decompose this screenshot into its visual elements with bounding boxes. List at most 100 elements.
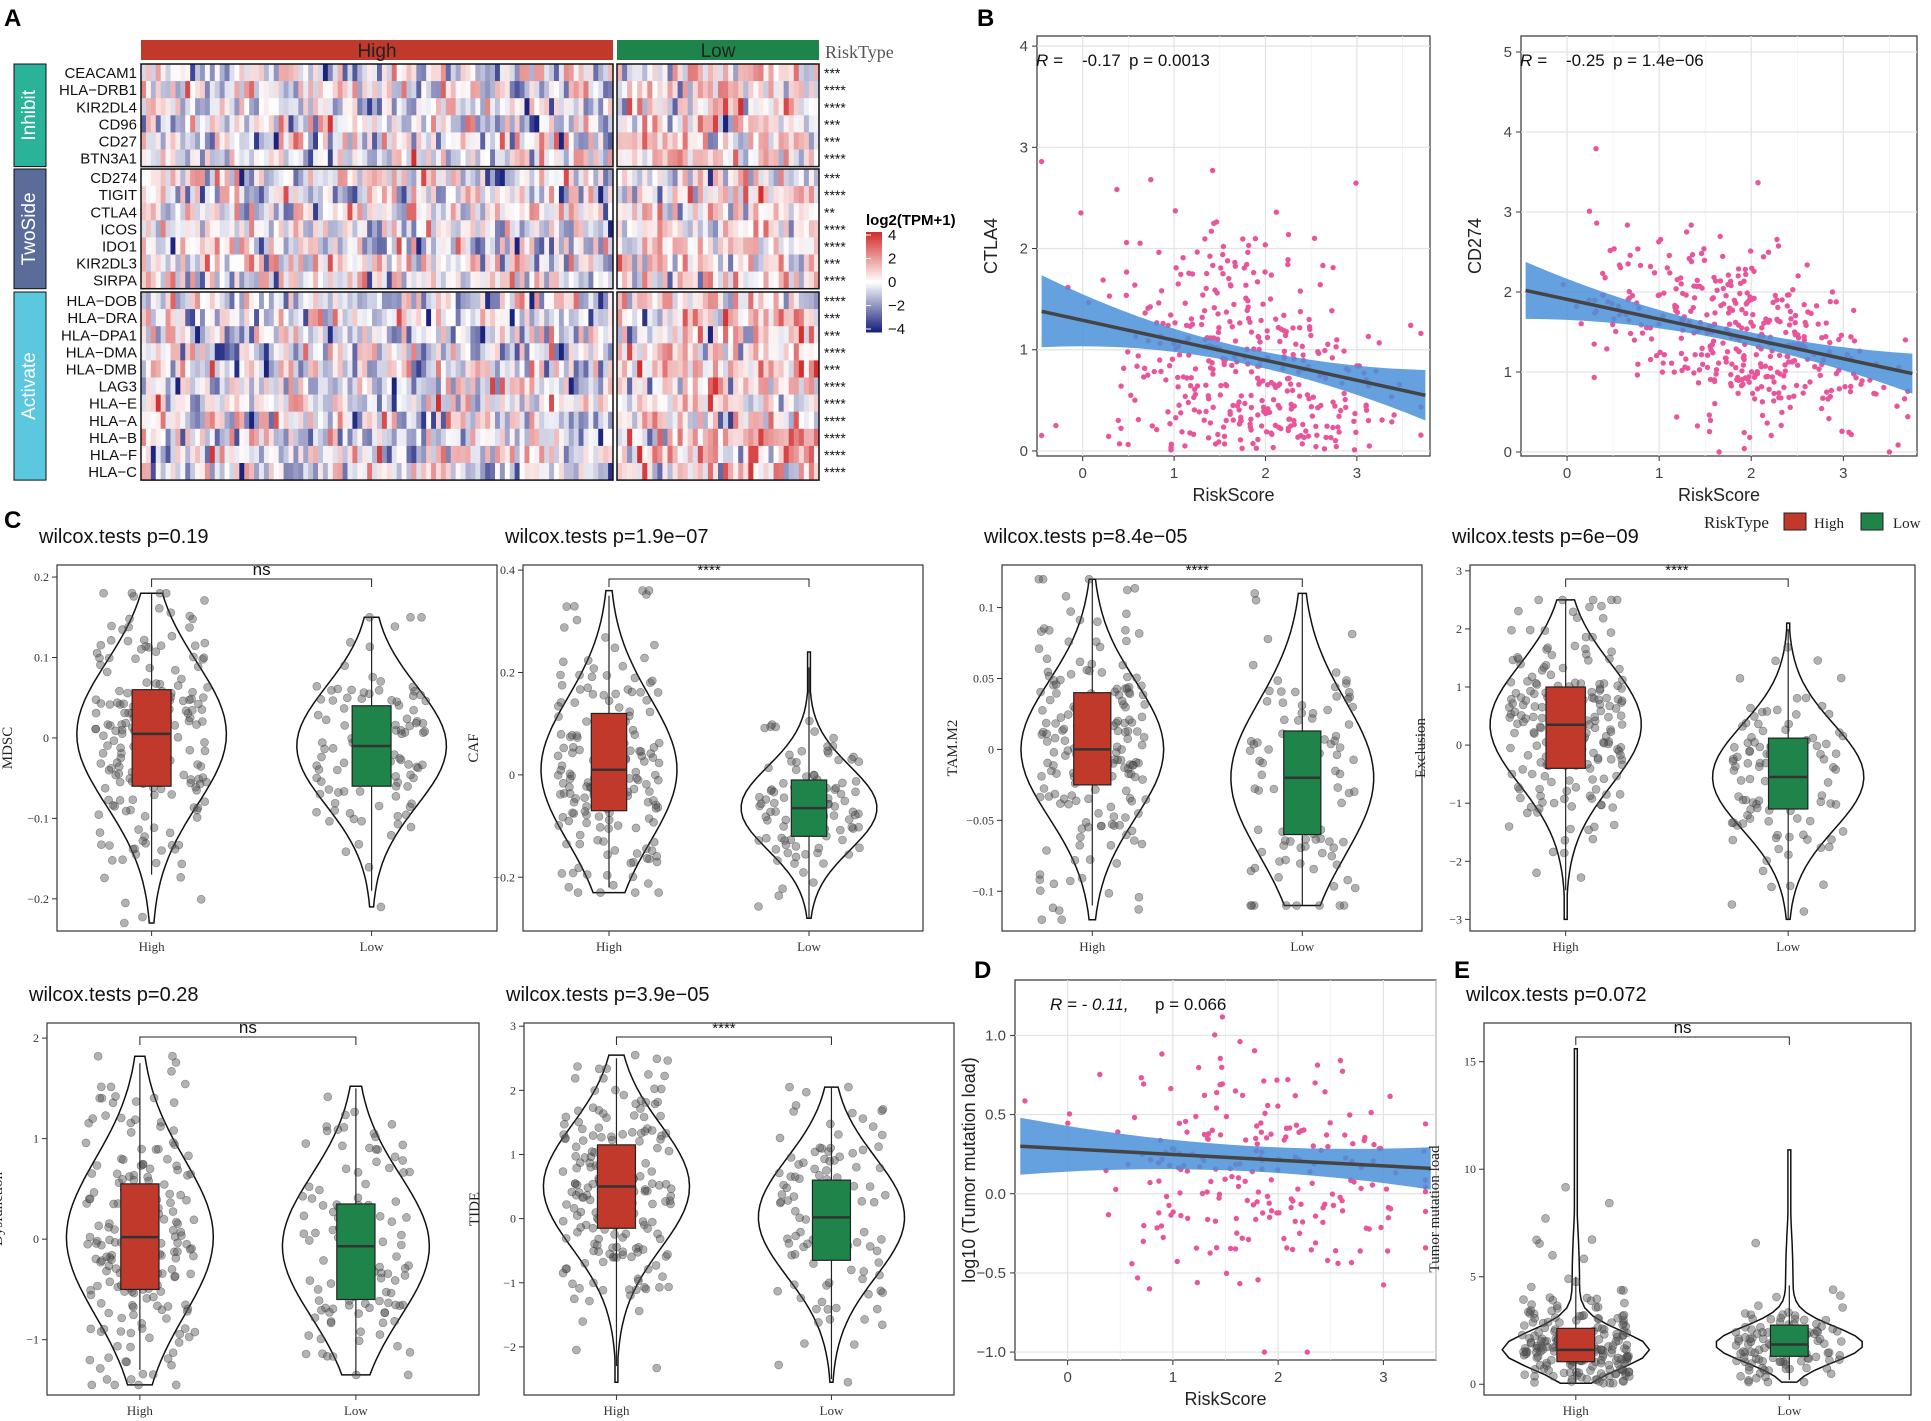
heatmap-cell bbox=[372, 64, 378, 82]
heatmap-cell bbox=[431, 343, 437, 361]
heatmap-cell bbox=[372, 411, 378, 430]
scatter-point bbox=[1318, 402, 1324, 409]
heatmap-cell bbox=[195, 360, 201, 378]
scatter-point bbox=[1827, 339, 1833, 346]
heatmap-cell bbox=[519, 115, 525, 133]
heatmap-cell bbox=[480, 98, 486, 116]
heatmap-cell bbox=[718, 149, 724, 167]
heatmap-cell bbox=[788, 237, 795, 255]
heatmap-cell bbox=[549, 149, 555, 167]
scatter-point bbox=[1709, 296, 1715, 302]
significance-label: **** bbox=[824, 396, 846, 412]
heatmap-cell bbox=[712, 343, 719, 361]
data-point bbox=[420, 727, 430, 736]
heatmap-cell bbox=[244, 292, 250, 310]
heatmap-cell bbox=[352, 132, 358, 150]
heatmap-cell bbox=[185, 220, 191, 238]
heatmap-cell bbox=[687, 254, 694, 272]
heatmap-cell bbox=[534, 186, 540, 204]
scatter-point bbox=[1710, 350, 1716, 356]
heatmap-cell bbox=[170, 411, 176, 430]
scatter-point bbox=[1106, 293, 1113, 299]
scatter-point bbox=[1196, 1064, 1202, 1071]
heatmap-cell bbox=[499, 394, 506, 412]
heatmap-cell bbox=[436, 326, 442, 344]
data-point bbox=[316, 694, 326, 704]
data-point bbox=[189, 803, 199, 812]
heatmap-cell bbox=[322, 463, 329, 481]
heatmap-cell bbox=[396, 237, 402, 255]
heatmap-cell bbox=[753, 360, 759, 378]
heatmap-cell bbox=[743, 115, 749, 133]
data-point bbox=[391, 791, 401, 801]
data-point bbox=[91, 708, 101, 718]
heatmap-cell bbox=[249, 309, 255, 327]
heatmap-cell bbox=[249, 64, 255, 82]
heatmap-cell bbox=[308, 98, 314, 116]
heatmap-cell bbox=[504, 292, 511, 310]
heatmap-cell bbox=[733, 271, 739, 289]
scatter-point bbox=[1749, 265, 1755, 271]
heatmap-cell bbox=[504, 428, 511, 447]
heatmap-cell bbox=[504, 132, 511, 150]
heatmap-cell bbox=[204, 326, 211, 344]
heatmap-cell bbox=[519, 237, 525, 255]
heatmap-cell bbox=[773, 360, 779, 378]
heatmap-cell bbox=[733, 326, 739, 344]
heatmap-cell bbox=[342, 428, 348, 447]
heatmap-cell bbox=[362, 149, 368, 167]
heatmap-cell bbox=[534, 326, 540, 344]
data-point bbox=[167, 631, 177, 641]
heatmap-cell bbox=[738, 115, 744, 133]
heatmap-cell bbox=[495, 271, 501, 289]
heatmap-cell bbox=[298, 98, 304, 116]
heatmap-cell bbox=[627, 220, 633, 238]
scatter-point bbox=[1759, 325, 1765, 331]
heatmap-cell bbox=[259, 428, 265, 447]
heatmap-cell bbox=[637, 411, 643, 430]
heatmap-cell bbox=[288, 98, 294, 116]
heatmap-cell bbox=[514, 115, 520, 133]
heatmap-cell bbox=[450, 445, 457, 464]
heatmap-cell bbox=[377, 115, 383, 133]
heatmap-cell bbox=[702, 98, 709, 116]
heatmap-cell bbox=[803, 360, 810, 378]
scatter-point bbox=[1132, 282, 1138, 288]
data-point bbox=[96, 660, 105, 670]
heatmap-cell bbox=[768, 428, 774, 447]
scatter-point bbox=[1330, 1202, 1337, 1209]
data-point bbox=[104, 795, 113, 805]
scatter-point bbox=[1121, 365, 1127, 371]
heatmap-cell bbox=[401, 271, 407, 289]
heatmap-cell bbox=[539, 271, 545, 289]
data-point bbox=[156, 641, 166, 651]
heatmap-cell bbox=[733, 254, 739, 272]
heatmap-cell bbox=[763, 326, 769, 344]
heatmap-cell bbox=[723, 309, 729, 327]
heatmap-cell bbox=[598, 463, 604, 481]
heatmap-cell bbox=[495, 64, 501, 82]
heatmap-cell bbox=[617, 254, 623, 272]
heatmap-cell bbox=[758, 64, 764, 82]
scatter-point bbox=[1236, 421, 1243, 427]
heatmap-cell bbox=[558, 115, 565, 133]
heatmap-cell bbox=[504, 271, 511, 289]
scatter-point bbox=[1313, 443, 1319, 450]
heatmap-cell bbox=[396, 343, 402, 361]
legend-gradient-step bbox=[866, 280, 882, 283]
heatmap-cell bbox=[743, 309, 749, 327]
data-point bbox=[95, 653, 104, 663]
heatmap-cell bbox=[480, 343, 486, 361]
heatmap-cell bbox=[687, 115, 694, 133]
heatmap-cell bbox=[692, 292, 699, 310]
heatmap-cell bbox=[758, 81, 764, 99]
data-point bbox=[193, 662, 203, 672]
heatmap-cell bbox=[396, 428, 402, 447]
heatmap-cell bbox=[529, 309, 535, 327]
heatmap-cell bbox=[200, 271, 206, 289]
heatmap-cell bbox=[391, 445, 398, 464]
heatmap-cell bbox=[278, 64, 284, 82]
heatmap-cell bbox=[692, 64, 699, 82]
heatmap-cell bbox=[677, 220, 684, 238]
